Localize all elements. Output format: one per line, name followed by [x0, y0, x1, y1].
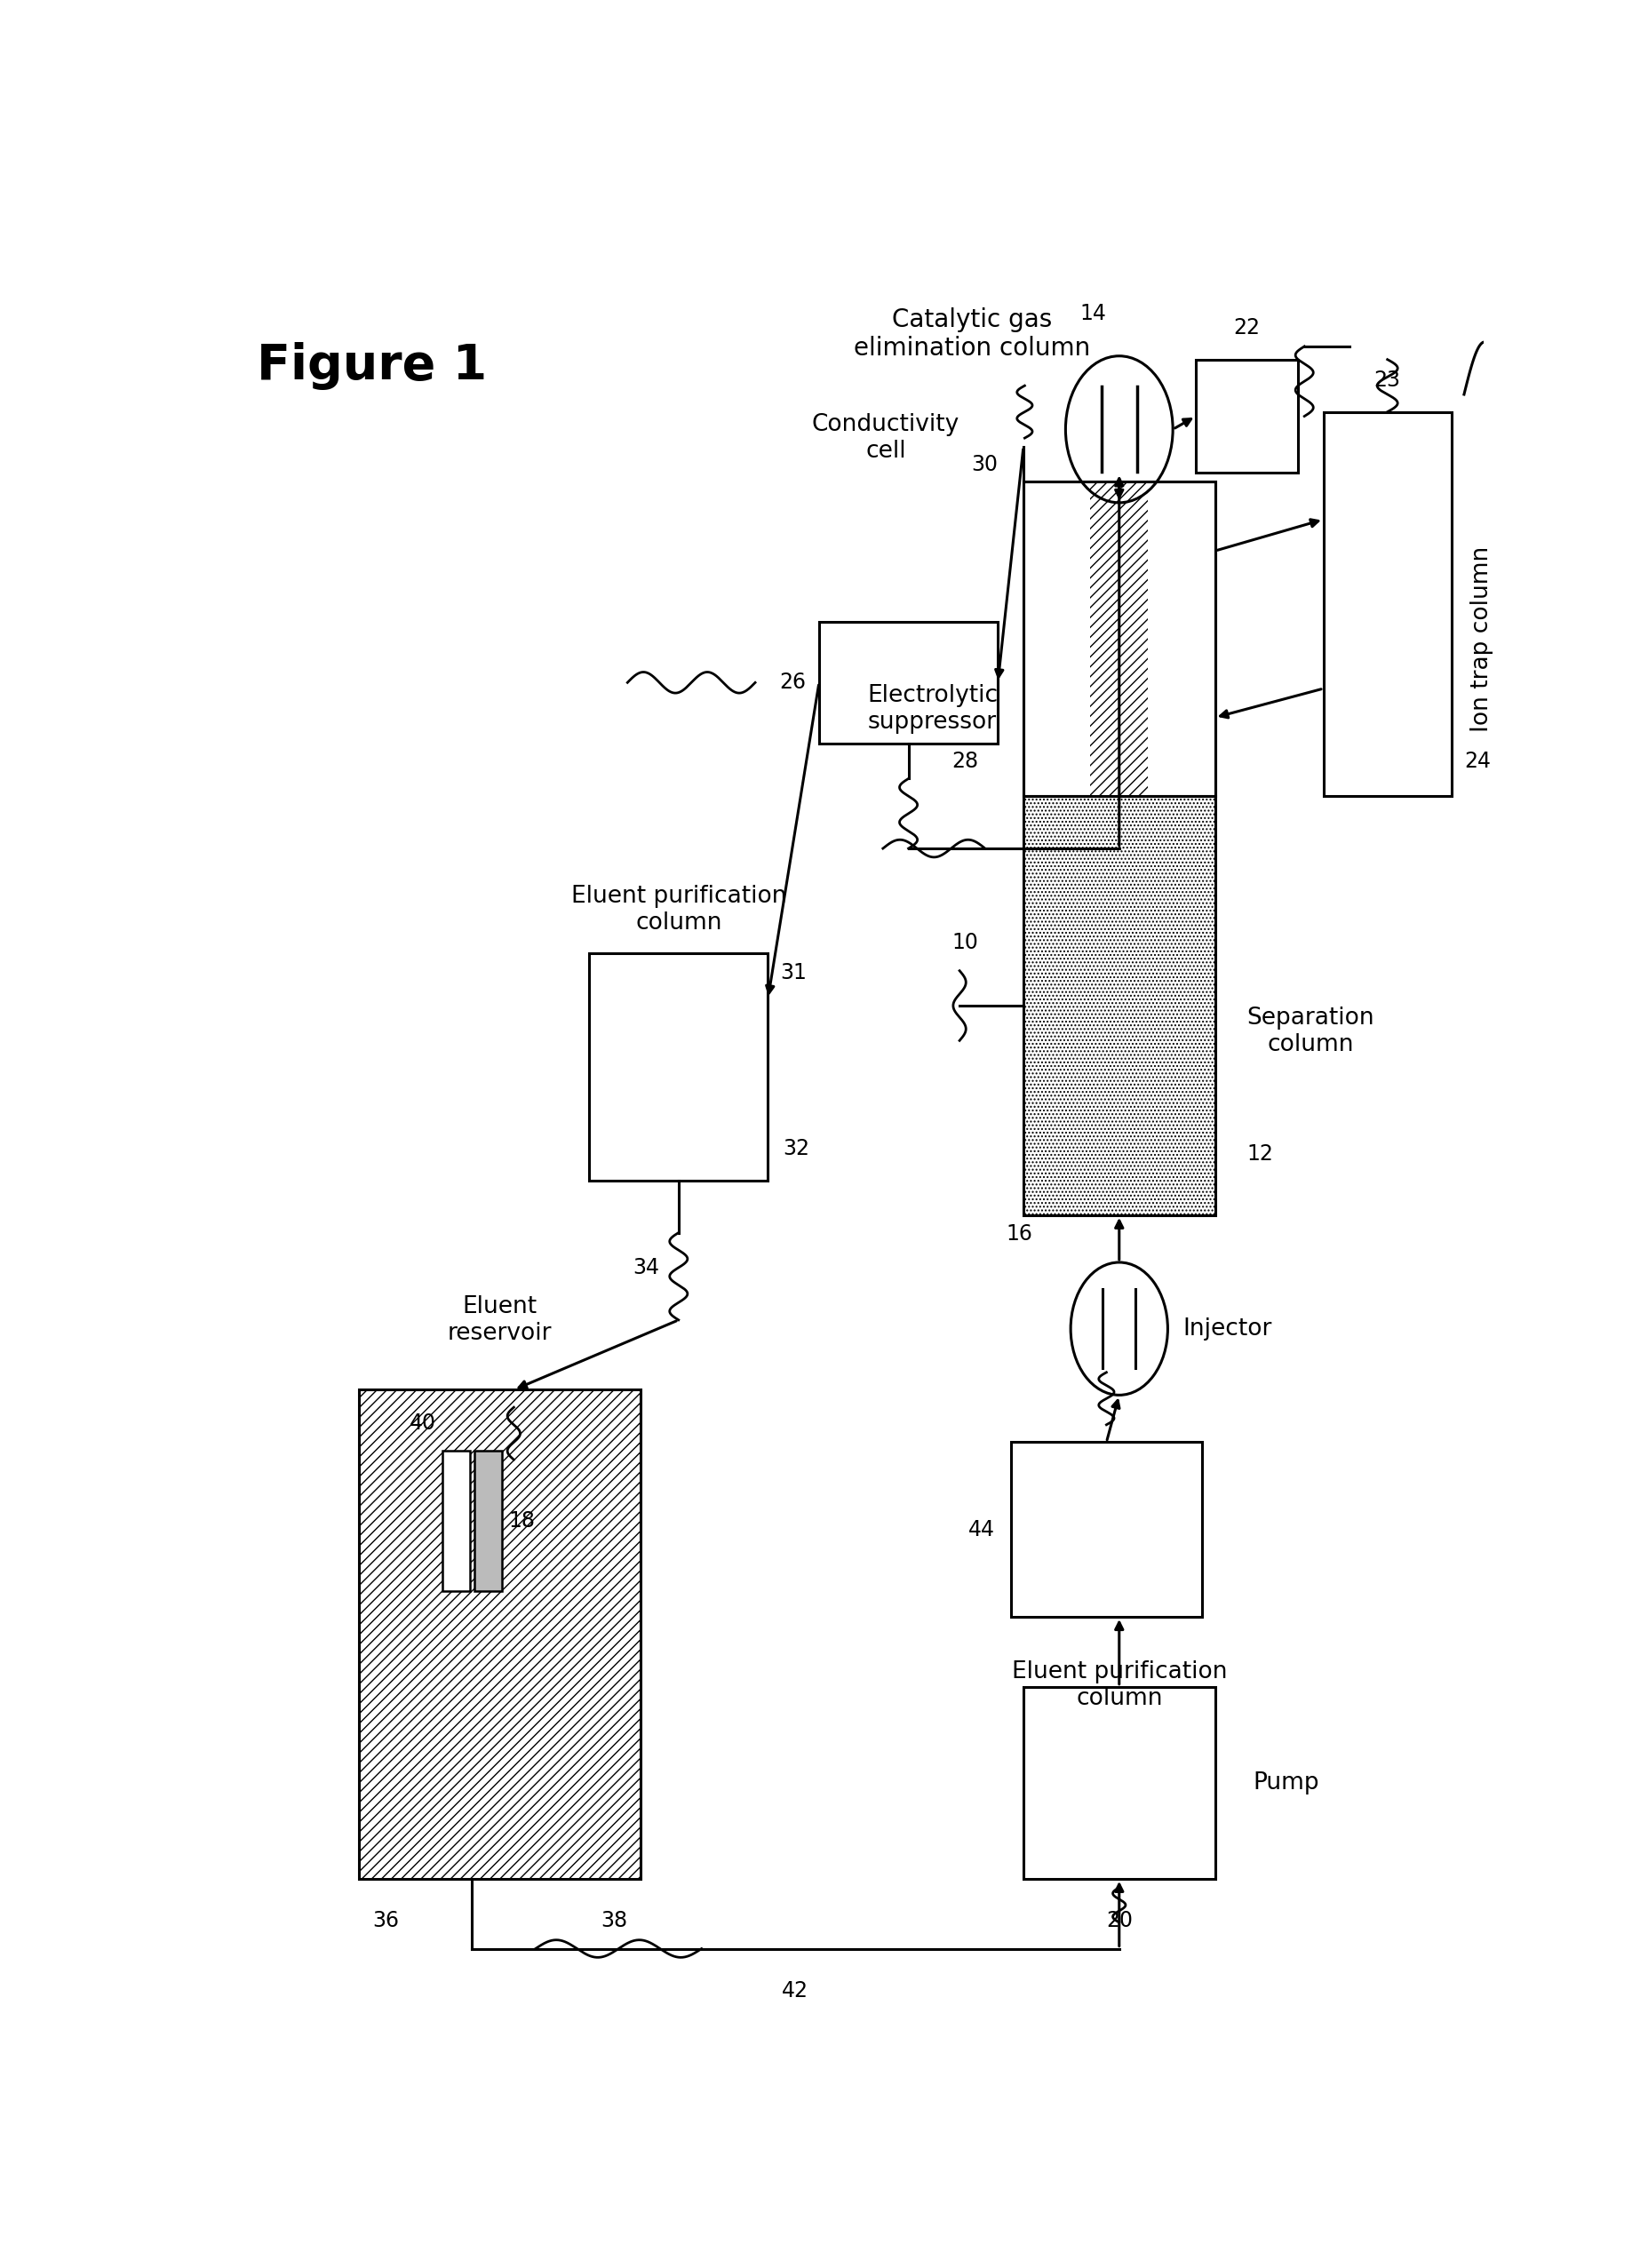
Bar — [442, 1452, 470, 1590]
Text: 36: 36 — [372, 1910, 399, 1932]
Bar — [1023, 481, 1215, 796]
Text: Ion trap column: Ion trap column — [1470, 547, 1493, 733]
Text: 40: 40 — [409, 1413, 435, 1433]
Text: 12: 12 — [1248, 1143, 1274, 1166]
Text: 30: 30 — [971, 454, 999, 474]
Text: 26: 26 — [780, 671, 806, 694]
Text: Eluent
reservoir: Eluent reservoir — [448, 1295, 552, 1345]
Text: Figure 1: Figure 1 — [257, 342, 488, 390]
Text: 28: 28 — [953, 751, 979, 771]
Text: 14: 14 — [1079, 304, 1106, 324]
Text: 18: 18 — [509, 1510, 536, 1531]
Bar — [475, 1452, 503, 1590]
Bar — [1091, 481, 1149, 796]
Text: 10: 10 — [953, 932, 979, 953]
Bar — [590, 953, 768, 1179]
Text: Electrolytic
suppressor: Electrolytic suppressor — [867, 685, 999, 733]
Bar — [1023, 796, 1215, 1216]
Text: Injector: Injector — [1183, 1318, 1272, 1340]
Text: 38: 38 — [602, 1910, 628, 1932]
Text: 32: 32 — [783, 1139, 809, 1159]
Text: 44: 44 — [969, 1520, 995, 1540]
Text: 22: 22 — [1234, 318, 1261, 338]
Bar — [359, 1390, 641, 1878]
Text: Conductivity
cell: Conductivity cell — [812, 413, 959, 463]
Bar — [1023, 481, 1215, 796]
Text: 34: 34 — [633, 1256, 659, 1279]
Bar — [819, 621, 999, 744]
Bar — [1023, 1687, 1215, 1878]
Text: Pump: Pump — [1254, 1771, 1320, 1794]
Text: 16: 16 — [1005, 1222, 1032, 1245]
Bar — [1010, 1442, 1203, 1617]
Text: Catalytic gas
elimination column: Catalytic gas elimination column — [854, 306, 1091, 361]
Text: Eluent purification
column: Eluent purification column — [570, 885, 786, 934]
Bar — [1196, 361, 1299, 474]
Text: Separation
column: Separation column — [1248, 1007, 1374, 1057]
Text: 31: 31 — [780, 962, 808, 982]
Text: 42: 42 — [783, 1980, 809, 2000]
Text: 20: 20 — [1106, 1910, 1132, 1932]
Text: 23: 23 — [1374, 370, 1401, 390]
Text: Eluent purification
column: Eluent purification column — [1012, 1660, 1226, 1710]
Text: 24: 24 — [1463, 751, 1491, 771]
Bar — [1323, 413, 1452, 796]
